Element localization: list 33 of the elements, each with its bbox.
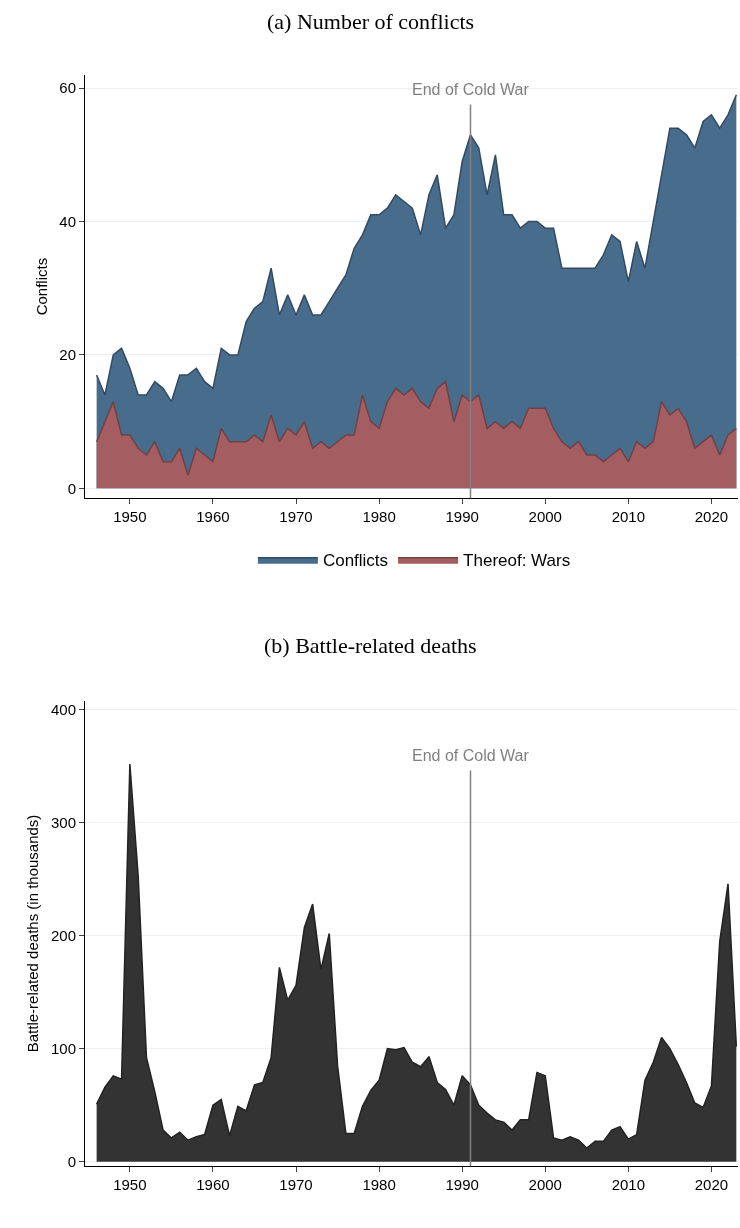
legend-label: Conflicts [322, 551, 389, 571]
x-tick-label: 1990 [445, 508, 479, 526]
y-tick-label: 400 [50, 701, 76, 718]
x-tick-label: 2000 [528, 508, 562, 526]
x-tick-label: 1970 [279, 1176, 313, 1194]
x-tick-label: 2000 [528, 1176, 562, 1194]
y-tick-label: 0 [67, 1152, 76, 1170]
x-tick-label: 2020 [694, 508, 729, 526]
y-tick-label: 300 [50, 813, 76, 831]
legend-label: Thereof: Wars [463, 551, 571, 571]
y-tick-label: 20 [59, 346, 76, 364]
x-tick-label: 2010 [611, 1176, 646, 1194]
x-tick-label: 1980 [362, 508, 396, 526]
chart-title: (a) Number of conflicts [267, 9, 475, 34]
x-tick-label: 1950 [113, 508, 147, 526]
x-tick-label: 1970 [279, 508, 313, 526]
y-tick-label: 60 [59, 79, 76, 97]
x-tick-label: 1960 [196, 1176, 230, 1194]
y-tick-label: 0 [67, 479, 76, 497]
x-tick-label: 2020 [694, 1176, 729, 1194]
x-tick-label: 1980 [362, 1176, 396, 1194]
x-tick-label: 1950 [113, 1176, 147, 1194]
x-tick-label: 1960 [196, 508, 230, 526]
y-tick-label: 100 [50, 1039, 76, 1057]
y-axis-title: Battle-related deaths (in thousands) [24, 814, 42, 1053]
x-tick-label: 1990 [445, 1176, 479, 1194]
y-tick-label: 200 [50, 926, 76, 944]
y-axis-title: Conflicts [32, 257, 50, 316]
ref-line-label: End of Cold War [412, 81, 530, 98]
x-tick-label: 2010 [611, 508, 646, 526]
ref-line-label: End of Cold War [412, 747, 530, 764]
chart-title: (b) Battle-related deaths [264, 633, 477, 658]
y-tick-label: 40 [59, 212, 76, 230]
